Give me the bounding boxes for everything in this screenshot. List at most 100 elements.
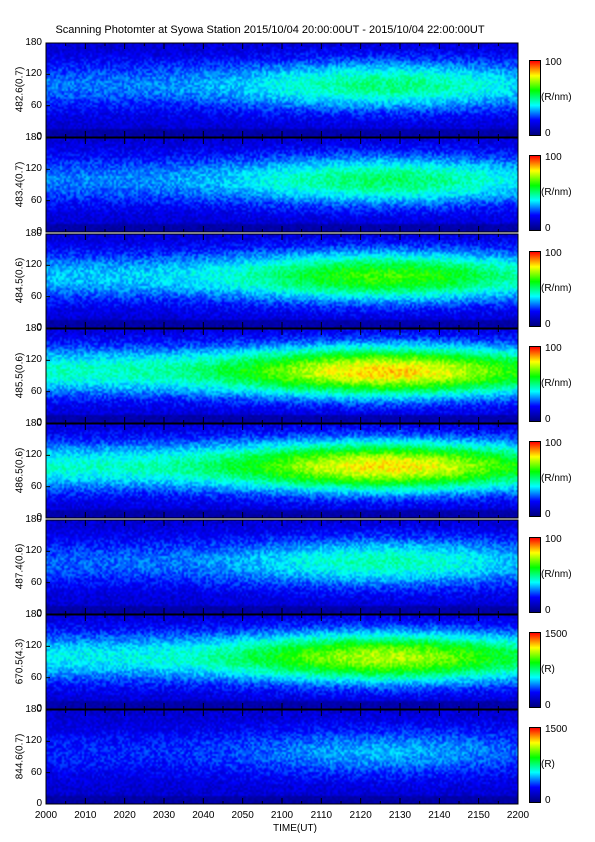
x-tick-label: 2010 <box>74 810 97 821</box>
x-tick-label: 2200 <box>506 810 530 821</box>
y-tick-label: 180 <box>25 37 42 48</box>
x-tick-label: 2050 <box>231 810 254 821</box>
heatmap-image <box>46 43 518 137</box>
colorbar-max-label: 100 <box>545 343 562 354</box>
colorbar-unit-label: (R/nm) <box>541 473 572 484</box>
colorbar-min-label: 0 <box>545 223 551 234</box>
colorbar <box>529 727 541 803</box>
colorbar-min-label: 0 <box>545 795 551 806</box>
panel-frame <box>45 709 519 805</box>
y-tick-label: 0 <box>36 703 42 714</box>
colorbar-min-label: 0 <box>545 509 551 520</box>
heatmap-image <box>46 234 518 328</box>
y-tick-label: 0 <box>36 417 42 428</box>
y-tick-label: 120 <box>25 545 42 557</box>
heatmap-panel <box>46 329 518 423</box>
y-tick-label: 60 <box>30 480 42 492</box>
y-tick-label: 60 <box>30 671 42 683</box>
colorbar-min-label: 0 <box>545 700 551 711</box>
heatmap-panel <box>46 520 518 614</box>
colorbar-unit-label: (R/nm) <box>541 283 572 294</box>
colorbar-min-label: 0 <box>545 414 551 425</box>
colorbar-unit-label: (R/nm) <box>541 569 572 580</box>
y-tick-label: 120 <box>25 163 42 175</box>
y-tick-label: 180 <box>25 704 42 715</box>
heatmap-panel <box>46 138 518 232</box>
heatmap-image <box>46 424 518 518</box>
chart-title: Scanning Photomter at Syowa Station 2015… <box>55 24 485 36</box>
y-tick-label: 120 <box>25 354 42 366</box>
colorbar-max-label: 1500 <box>545 629 568 640</box>
colorbar <box>529 441 541 517</box>
colorbar-unit-label: (R) <box>541 664 555 675</box>
x-tick-label: 2110 <box>310 810 333 821</box>
y-tick-label: 120 <box>25 640 42 652</box>
heatmap-panel <box>46 234 518 328</box>
y-tick-label: 0 <box>36 512 42 523</box>
colorbar-max-label: 100 <box>545 438 562 449</box>
y-tick-label: 60 <box>30 766 42 778</box>
y-tick-label: 120 <box>25 259 42 271</box>
colorbar-max-label: 100 <box>545 57 562 68</box>
heatmap-image <box>46 615 518 709</box>
heatmap-panel <box>46 43 518 137</box>
x-tick-label: 2150 <box>467 810 490 821</box>
heatmap-image <box>46 710 518 804</box>
x-tick-label: 2030 <box>152 810 176 821</box>
colorbar <box>529 632 541 708</box>
y-tick-label: 60 <box>30 194 42 206</box>
y-tick-label: 180 <box>25 418 42 429</box>
colorbar <box>529 155 541 231</box>
y-tick-label: 120 <box>25 449 42 461</box>
y-tick-label: 60 <box>30 99 42 111</box>
y-tick-label: 180 <box>25 323 42 334</box>
y-tick-label: 0 <box>36 608 42 619</box>
heatmap-image <box>46 520 518 614</box>
y-tick-label: 180 <box>25 228 42 239</box>
x-tick-label: 2120 <box>349 810 372 821</box>
heatmap-panel <box>46 710 518 804</box>
y-tick-label: 180 <box>25 132 42 143</box>
colorbar-max-label: 100 <box>545 534 562 545</box>
colorbar-max-label: 100 <box>545 152 562 163</box>
heatmap-image <box>46 138 518 232</box>
colorbar <box>529 537 541 613</box>
x-tick-label: 2020 <box>113 810 136 821</box>
x-tick-label: 2000 <box>34 810 58 821</box>
colorbar-min-label: 0 <box>545 128 551 139</box>
panel-ylabel: 844.6(0.7) <box>14 733 26 780</box>
colorbar-min-label: 0 <box>545 605 551 616</box>
colorbar-max-label: 1500 <box>545 724 568 735</box>
x-tick-label: 2100 <box>270 810 294 821</box>
y-tick-label: 120 <box>25 68 42 80</box>
colorbar-min-label: 0 <box>545 319 551 330</box>
colorbar <box>529 251 541 327</box>
x-tick-label: 2040 <box>192 810 215 821</box>
y-tick-label: 60 <box>30 385 42 397</box>
y-tick-label: 0 <box>36 131 42 142</box>
y-tick-label: 0 <box>36 226 42 237</box>
colorbar-unit-label: (R/nm) <box>541 187 572 198</box>
y-tick-label: 60 <box>30 576 42 588</box>
y-tick-label: 120 <box>25 735 42 747</box>
x-tick-label: 2140 <box>428 810 451 821</box>
x-tick-label: 2130 <box>388 810 412 821</box>
colorbar-unit-label: (R/nm) <box>541 378 572 389</box>
colorbar-max-label: 100 <box>545 248 562 259</box>
heatmap-panel <box>46 615 518 709</box>
colorbar <box>529 346 541 422</box>
heatmap-image <box>46 329 518 423</box>
colorbar-unit-label: (R/nm) <box>541 92 572 103</box>
y-tick-label: 0 <box>36 322 42 333</box>
y-tick-label: 180 <box>25 514 42 525</box>
x-axis-label: TIME(UT) <box>273 823 317 834</box>
heatmap-panel <box>46 424 518 518</box>
